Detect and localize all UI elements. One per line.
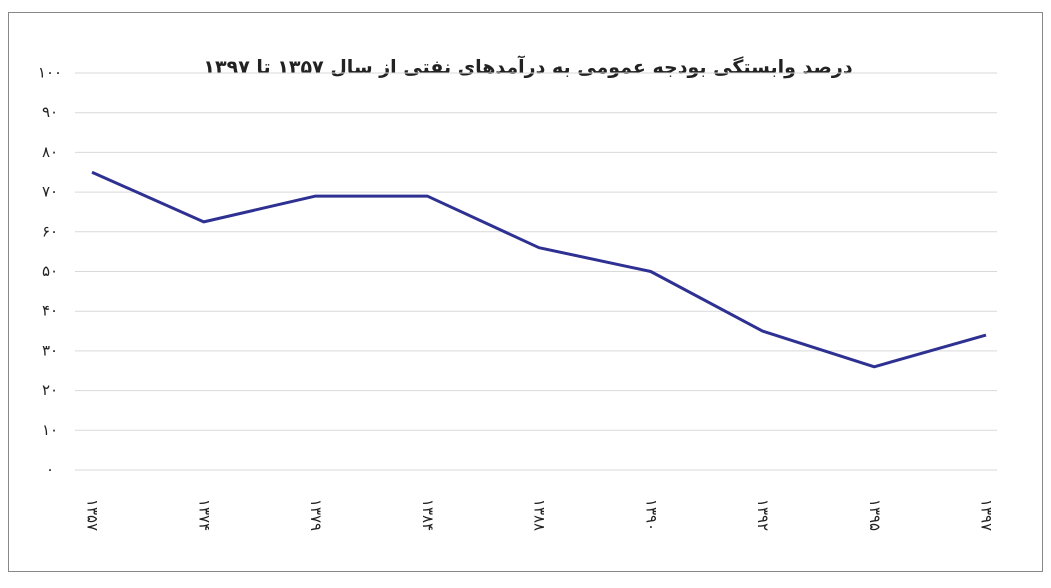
- x-tick-label: ۱۳۹۵: [866, 499, 884, 531]
- y-tick-label: ۵۰: [42, 262, 58, 280]
- x-tick-label: ۱۳۸۴: [419, 499, 437, 531]
- y-tick-label: ۰: [46, 461, 54, 479]
- x-tick-label: ۱۳۸۸: [531, 499, 549, 531]
- y-tick-label: ۱۰۰: [38, 64, 62, 82]
- y-tick-label: ۱۰: [42, 421, 58, 439]
- x-tick-label: ۱۳۹۷: [978, 499, 996, 531]
- x-tick-label: ۱۳۹۰: [642, 499, 660, 531]
- x-tick-label: ۱۳۵۷: [84, 499, 102, 531]
- y-tick-label: ۸۰: [42, 143, 58, 161]
- x-tick-label: ۱۳۷۹: [307, 499, 325, 531]
- y-tick-label: ۷۰: [42, 183, 58, 201]
- chart-title: درصد وابستگی بودجه عمومی به درآمدهای نفت…: [203, 55, 852, 79]
- y-tick-label: ۲۰: [42, 381, 58, 399]
- y-tick-label: ۴۰: [42, 302, 58, 320]
- x-tick-label: ۱۳۷۴: [195, 499, 213, 531]
- y-tick-label: ۳۰: [42, 341, 58, 359]
- y-tick-label: ۹۰: [42, 103, 58, 121]
- data-line: [91, 170, 987, 369]
- chart-frame: [8, 12, 1043, 572]
- x-tick-label: ۱۳۹۲: [754, 499, 772, 531]
- y-tick-label: ۶۰: [42, 222, 58, 240]
